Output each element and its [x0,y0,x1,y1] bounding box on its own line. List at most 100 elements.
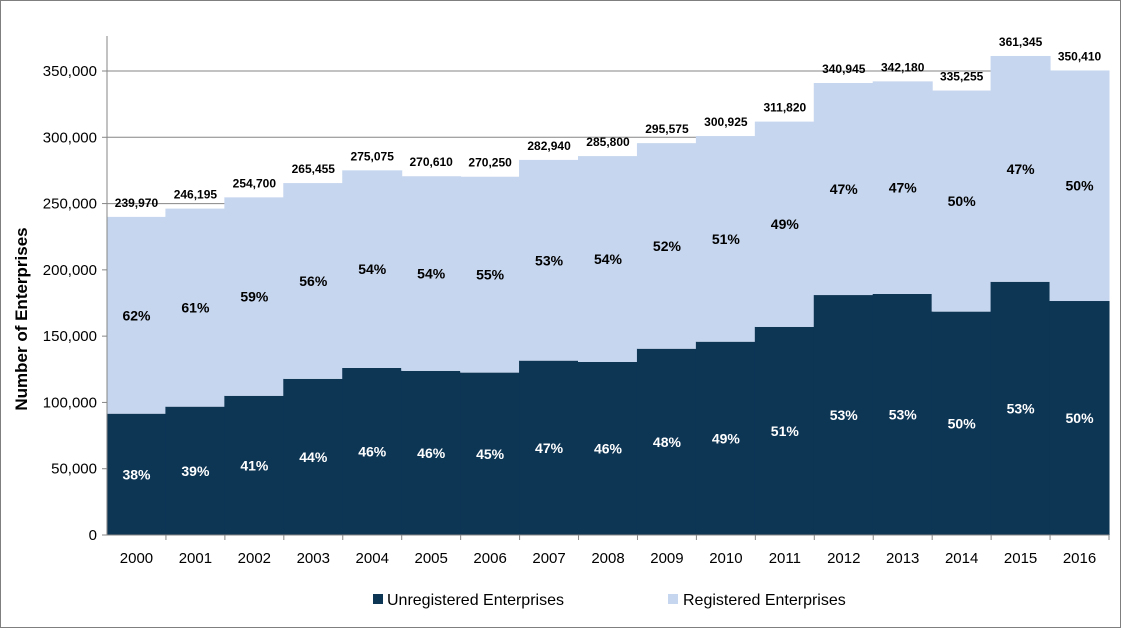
percent-label-registered: 49% [771,216,800,232]
x-tick-label: 2005 [414,550,447,567]
percent-label-registered: 52% [653,238,682,254]
y-tick-label: 150,000 [43,328,97,345]
y-axis-label: Number of Enterprises [12,227,31,410]
x-tick-label: 2012 [827,550,860,567]
percent-label-registered: 51% [712,231,741,247]
x-tick-label: 2009 [650,550,683,567]
bar-unregistered [519,360,580,535]
percent-label-unregistered: 50% [1066,410,1095,426]
bar-unregistered [931,311,992,535]
percent-label-registered: 54% [358,261,387,277]
percent-label-unregistered: 53% [830,407,859,423]
bar-registered [636,143,697,349]
bar-registered [519,159,580,361]
legend-label-unregistered: Unregistered Enterprises [387,592,564,609]
total-label: 300,925 [704,115,748,129]
percent-label-unregistered: 46% [358,443,387,459]
total-label: 239,970 [115,196,159,210]
x-tick-label: 2000 [120,550,153,567]
legend-swatch-unregistered [373,594,383,604]
x-tick-label: 2015 [1004,550,1037,567]
percent-label-unregistered: 39% [181,463,210,479]
bar-registered [695,136,756,342]
x-tick-label: 2011 [769,550,801,567]
percent-label-registered: 47% [830,181,859,197]
bar-registered [401,176,462,371]
total-label: 254,700 [233,176,277,190]
percent-label-registered: 55% [476,267,505,283]
percent-label-registered: 56% [299,273,328,289]
bar-registered [931,90,992,312]
bar-registered [872,81,933,294]
percent-label-unregistered: 51% [771,423,800,439]
percent-label-registered: 50% [1066,178,1095,194]
y-tick-label: 250,000 [43,196,97,213]
y-tick-label: 100,000 [43,394,97,411]
y-tick-label: 350,000 [43,63,97,80]
bar-registered [813,83,874,296]
legend-swatch-registered [668,594,678,604]
bar-unregistered [636,348,697,535]
bar-registered [578,156,638,362]
bar-unregistered [342,367,403,535]
x-tick-label: 2013 [886,550,919,567]
percent-label-unregistered: 53% [889,406,918,422]
total-label: 285,800 [586,135,630,149]
bar-registered [1049,70,1110,302]
percent-label-registered: 54% [594,251,623,267]
y-tick-label: 300,000 [43,129,97,146]
bar-unregistered [872,293,933,535]
percent-label-unregistered: 38% [122,466,151,482]
x-tick-label: 2010 [709,550,742,567]
bar-registered [460,176,521,373]
axes: 0 50,000 100,000 150,000 200,000 250,000 300,0… [43,36,1110,567]
x-tick-label: 2006 [473,550,506,567]
percent-label-unregistered: 50% [948,415,977,431]
bar-registered [342,170,403,368]
total-label: 265,455 [292,162,336,176]
percent-label-registered: 54% [417,266,446,282]
percent-label-unregistered: 48% [653,434,682,450]
data-labels: 38% 62% 239,970 39% 61% 246,195 41% 59% 254,700 4… [115,35,1102,482]
percent-label-registered: 61% [181,300,210,316]
percent-label-unregistered: 45% [476,446,505,462]
total-label: 282,940 [527,139,571,153]
total-label: 295,575 [645,122,689,136]
percent-label-registered: 50% [948,193,977,209]
total-label: 350,410 [1058,49,1102,63]
bar-unregistered [578,361,638,535]
percent-label-registered: 53% [535,252,564,268]
x-tick-label: 2001 [179,550,212,567]
percent-label-unregistered: 47% [535,440,564,456]
x-tick-label: 2008 [591,550,624,567]
bar-registered [106,216,167,414]
bar-unregistered [224,395,285,535]
bar-registered [283,183,344,379]
x-tick-label: 2016 [1063,550,1096,567]
bar-unregistered [460,372,521,535]
total-label: 335,255 [940,70,984,84]
percent-label-unregistered: 53% [1007,400,1036,416]
legend-label-registered: Registered Enterprises [683,592,846,609]
x-tick-label: 2004 [356,550,389,567]
bar-unregistered [990,281,1051,535]
percent-label-registered: 62% [122,307,151,323]
bar-unregistered [283,378,344,535]
y-tick-label: 200,000 [43,262,97,279]
y-tick-label: 50,000 [51,461,97,478]
total-label: 361,345 [999,35,1043,49]
percent-label-unregistered: 49% [712,430,741,446]
percent-label-unregistered: 46% [417,445,446,461]
percent-label-registered: 47% [1007,161,1036,177]
percent-label-unregistered: 46% [594,440,623,456]
total-label: 311,820 [763,101,806,115]
bar-unregistered [401,370,462,535]
x-tick-label: 2003 [297,550,330,567]
bar-unregistered [695,341,756,535]
x-tick-label: 2007 [532,550,565,567]
bar-unregistered [1049,301,1110,535]
y-tick-label: 0 [89,527,97,544]
bar-registered [754,121,815,327]
